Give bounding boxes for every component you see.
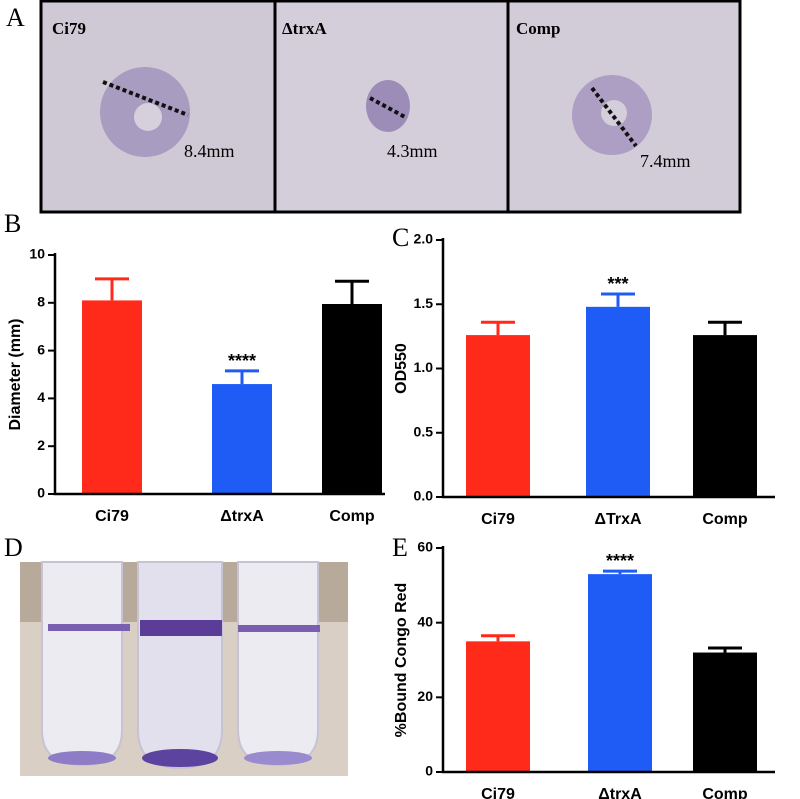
significance: *** bbox=[607, 274, 628, 294]
diameter-line bbox=[590, 86, 638, 148]
tube-photo bbox=[20, 561, 348, 776]
sediment bbox=[244, 751, 312, 765]
axis-line bbox=[53, 253, 385, 496]
biofilm-ring bbox=[140, 620, 222, 636]
error-bar bbox=[481, 634, 515, 642]
y-tick-label: 40 bbox=[417, 613, 433, 629]
bar bbox=[588, 574, 652, 772]
measurement: 7.4mm bbox=[640, 151, 691, 171]
diameter-line bbox=[102, 80, 189, 117]
y-tick-label: 0.0 bbox=[414, 488, 434, 504]
error-bar bbox=[335, 279, 369, 304]
image-label: Comp bbox=[516, 19, 560, 38]
error-bar bbox=[708, 646, 742, 653]
bar bbox=[82, 300, 142, 494]
error-bar bbox=[225, 369, 259, 385]
panel-label: A bbox=[6, 3, 25, 32]
bar bbox=[466, 335, 530, 497]
x-tick-label: Comp bbox=[702, 511, 748, 528]
y-tick-label: 0.5 bbox=[414, 423, 434, 439]
bar bbox=[212, 384, 272, 494]
significance: **** bbox=[606, 551, 634, 571]
sediment bbox=[48, 751, 116, 765]
x-tick-label: ΔtrxA bbox=[598, 786, 642, 799]
y-tick-label: 0 bbox=[425, 763, 433, 779]
error-bar bbox=[708, 320, 742, 336]
biofilm-ring bbox=[238, 625, 320, 632]
y-axis-label: %Bound Congo Red bbox=[393, 583, 410, 738]
x-tick-label: Ci79 bbox=[481, 511, 515, 528]
x-tick-label: Ci79 bbox=[481, 786, 515, 799]
measurement: 8.4mm bbox=[184, 141, 235, 161]
bar bbox=[586, 306, 650, 497]
y-tick-label: 20 bbox=[417, 688, 433, 704]
x-tick-label: ΔTrxA bbox=[594, 511, 642, 528]
error-bar bbox=[601, 292, 635, 307]
panel-a-images bbox=[39, 0, 742, 214]
bar bbox=[693, 652, 757, 772]
x-tick-label: ΔtrxA bbox=[220, 508, 264, 525]
axis-line bbox=[441, 546, 775, 774]
error-bar bbox=[481, 320, 515, 336]
measurement: 4.3mm bbox=[387, 141, 438, 161]
biofilm-ring bbox=[48, 624, 130, 631]
significance: **** bbox=[228, 351, 256, 371]
y-tick-label: 1.0 bbox=[414, 359, 434, 375]
x-tick-label: Comp bbox=[329, 508, 375, 525]
tube bbox=[41, 561, 123, 767]
colony-center bbox=[134, 103, 162, 131]
x-tick-label: Ci79 bbox=[95, 508, 129, 525]
image-label: Ci79 bbox=[52, 19, 86, 38]
y-tick-label: 8 bbox=[37, 294, 45, 310]
y-tick-label: 1.5 bbox=[414, 295, 434, 311]
y-tick-label: 10 bbox=[29, 246, 45, 262]
y-tick-label: 2.0 bbox=[414, 231, 434, 247]
colony-center bbox=[601, 100, 627, 126]
bar bbox=[693, 335, 757, 497]
tube bbox=[237, 561, 319, 767]
tube bbox=[137, 561, 223, 770]
panel-label: C bbox=[392, 223, 409, 252]
error-bar bbox=[95, 277, 129, 301]
bar bbox=[322, 303, 382, 494]
panel-label: B bbox=[4, 209, 21, 238]
y-axis-label: Diameter (mm) bbox=[7, 318, 24, 430]
y-tick-label: 6 bbox=[37, 341, 45, 357]
y-tick-label: 60 bbox=[417, 539, 433, 555]
y-axis-label: OD550 bbox=[393, 343, 410, 394]
y-tick-label: 2 bbox=[37, 437, 45, 453]
sediment bbox=[142, 749, 218, 767]
colony bbox=[366, 80, 410, 132]
bar bbox=[466, 641, 530, 772]
panel-label: E bbox=[392, 533, 408, 562]
y-tick-label: 4 bbox=[37, 389, 45, 405]
panel-label: D bbox=[4, 533, 23, 562]
frame bbox=[39, 0, 742, 214]
y-tick-label: 0 bbox=[37, 485, 45, 501]
error-bar bbox=[603, 569, 637, 575]
axis-line bbox=[441, 238, 775, 499]
x-tick-label: Comp bbox=[702, 786, 748, 799]
image-label: ΔtrxA bbox=[282, 19, 327, 38]
